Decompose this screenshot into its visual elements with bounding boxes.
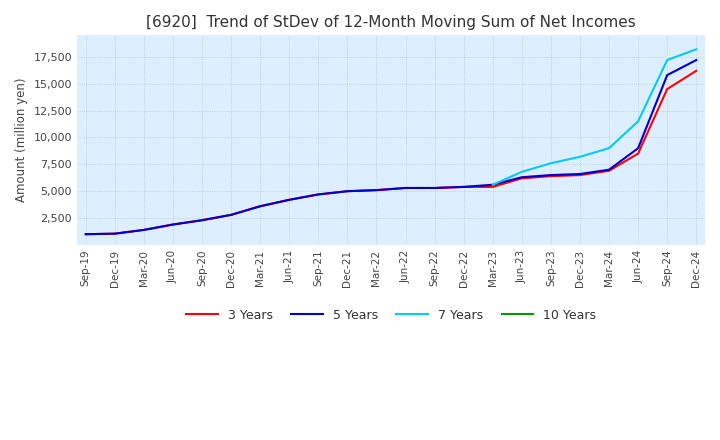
5 Years <box>110 231 119 236</box>
5 Years <box>692 57 701 62</box>
7 Years <box>576 154 585 159</box>
7 Years <box>518 169 526 175</box>
Line: 7 Years: 7 Years <box>492 49 696 185</box>
3 Years <box>314 192 323 197</box>
5 Years <box>227 212 235 217</box>
5 Years <box>488 182 497 187</box>
5 Years <box>372 187 381 193</box>
5 Years <box>459 184 468 190</box>
7 Years <box>488 182 497 187</box>
5 Years <box>168 222 177 227</box>
3 Years <box>459 184 468 190</box>
5 Years <box>518 175 526 180</box>
5 Years <box>576 171 585 176</box>
3 Years <box>198 218 207 223</box>
5 Years <box>198 218 207 223</box>
3 Years <box>343 189 352 194</box>
5 Years <box>431 185 439 191</box>
3 Years <box>168 222 177 227</box>
5 Years <box>546 172 555 178</box>
7 Years <box>605 146 613 151</box>
5 Years <box>314 192 323 197</box>
Title: [6920]  Trend of StDev of 12-Month Moving Sum of Net Incomes: [6920] Trend of StDev of 12-Month Moving… <box>146 15 636 30</box>
3 Years <box>227 212 235 217</box>
3 Years <box>518 176 526 181</box>
3 Years <box>401 185 410 191</box>
7 Years <box>546 161 555 166</box>
3 Years <box>663 86 672 92</box>
5 Years <box>401 185 410 191</box>
5 Years <box>81 231 90 237</box>
5 Years <box>140 227 148 233</box>
5 Years <box>343 189 352 194</box>
3 Years <box>431 185 439 191</box>
3 Years <box>576 172 585 178</box>
3 Years <box>372 187 381 193</box>
5 Years <box>663 73 672 78</box>
Legend: 3 Years, 5 Years, 7 Years, 10 Years: 3 Years, 5 Years, 7 Years, 10 Years <box>181 304 600 327</box>
3 Years <box>256 204 264 209</box>
5 Years <box>285 197 294 202</box>
3 Years <box>546 173 555 179</box>
7 Years <box>634 119 642 124</box>
Y-axis label: Amount (million yen): Amount (million yen) <box>15 78 28 202</box>
3 Years <box>605 168 613 173</box>
3 Years <box>488 184 497 190</box>
7 Years <box>692 47 701 52</box>
Line: 5 Years: 5 Years <box>86 60 696 234</box>
5 Years <box>256 204 264 209</box>
5 Years <box>605 167 613 172</box>
3 Years <box>110 231 119 236</box>
5 Years <box>634 146 642 151</box>
3 Years <box>285 197 294 202</box>
3 Years <box>692 68 701 73</box>
Line: 3 Years: 3 Years <box>86 71 696 234</box>
3 Years <box>81 231 90 237</box>
7 Years <box>663 57 672 62</box>
3 Years <box>634 151 642 156</box>
3 Years <box>140 227 148 233</box>
